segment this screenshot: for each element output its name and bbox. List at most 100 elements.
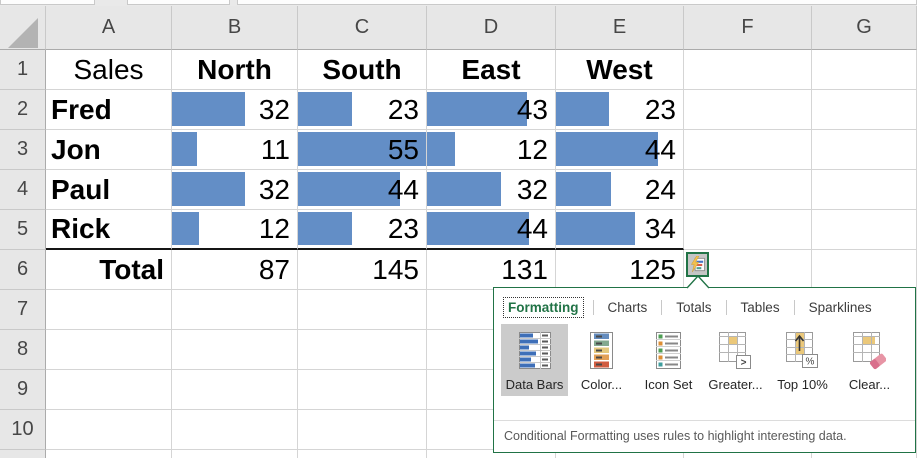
option-top-10-percent[interactable]: % Top 10% [769,324,836,396]
cell-b4[interactable]: 32 [172,170,298,210]
cell[interactable] [812,170,917,210]
cell[interactable] [684,210,812,250]
cell-a4[interactable]: Paul [46,170,172,210]
cell[interactable] [172,330,298,370]
cell-a5[interactable]: Rick [46,210,172,250]
option-clear-format[interactable]: Clear... [836,324,903,396]
cell-e4[interactable]: 24 [556,170,684,210]
cell-d6[interactable]: 131 [427,250,556,290]
row-header-11-partial[interactable] [0,450,46,458]
cell[interactable] [298,290,427,330]
cell[interactable] [46,370,172,410]
cell[interactable] [298,410,427,450]
cell-a6[interactable]: Total [46,250,172,290]
column-header-a[interactable]: A [46,6,172,50]
quick-analysis-button[interactable] [686,252,709,277]
tab-formatting[interactable]: Formatting [503,297,584,318]
option-label: Data Bars [505,377,564,392]
cell-c1[interactable]: South [298,50,427,90]
cell-d3[interactable]: 12 [427,130,556,170]
cell-e3[interactable]: 44 [556,130,684,170]
insert-function-area[interactable] [127,0,230,5]
column-header-b[interactable]: B [172,6,298,50]
column-header-e[interactable]: E [556,6,684,50]
row-header-10[interactable]: 10 [0,410,46,450]
column-header-c[interactable]: C [298,6,427,50]
row-header-7[interactable]: 7 [0,290,46,330]
data-bar [556,92,610,126]
column-header-g[interactable]: G [812,6,917,50]
option-label: Greater... [708,377,763,392]
tab-charts[interactable]: Charts [607,300,648,315]
cell-e1[interactable]: West [556,50,684,90]
cell-d2[interactable]: 43 [427,90,556,130]
cell[interactable] [172,290,298,330]
cell[interactable] [812,130,917,170]
cell[interactable] [172,410,298,450]
cell-c4[interactable]: 44 [298,170,427,210]
option-greater-than[interactable]: > Greater... [702,324,769,396]
row-header-6[interactable]: 6 [0,250,46,290]
tab-divider [661,300,663,315]
row-header-3[interactable]: 3 [0,130,46,170]
cell[interactable] [812,50,917,90]
row-header-1[interactable]: 1 [0,50,46,90]
cell-b2[interactable]: 32 [172,90,298,130]
data-bar [298,172,401,206]
cell[interactable] [684,90,812,130]
cell[interactable] [46,290,172,330]
cell-c2[interactable]: 23 [298,90,427,130]
quick-analysis-options: Data Bars Color... [494,317,915,396]
cell-a3[interactable]: Jon [46,130,172,170]
formula-bar[interactable] [237,0,917,5]
cell[interactable] [298,330,427,370]
option-label: Clear... [848,377,891,392]
cell[interactable] [684,50,812,90]
cell-d4[interactable]: 32 [427,170,556,210]
cell-c5[interactable]: 23 [298,210,427,250]
cell[interactable] [812,90,917,130]
tab-totals[interactable]: Totals [676,300,712,315]
cell-c3[interactable]: 55 [298,130,427,170]
row-header-8[interactable]: 8 [0,330,46,370]
option-color-scale[interactable]: Color... [568,324,635,396]
column-header-d[interactable]: D [427,6,556,50]
cell-c6[interactable]: 145 [298,250,427,290]
option-icon-set[interactable]: Icon Set [635,324,702,396]
cell-b3[interactable]: 11 [172,130,298,170]
tab-tables[interactable]: Tables [740,300,780,315]
cell-e6[interactable]: 125 [556,250,684,290]
cell [46,450,172,458]
cell-e2[interactable]: 23 [556,90,684,130]
row-header-5[interactable]: 5 [0,210,46,250]
cell-d5[interactable]: 44 [427,210,556,250]
row-header-2[interactable]: 2 [0,90,46,130]
cell-e5[interactable]: 34 [556,210,684,250]
cell-a1[interactable]: Sales [46,50,172,90]
cell[interactable] [812,250,917,290]
cell[interactable] [812,210,917,250]
row-header-4[interactable]: 4 [0,170,46,210]
cell[interactable] [684,130,812,170]
color-scale-icon [590,324,613,377]
cell-b1[interactable]: North [172,50,298,90]
option-data-bars[interactable]: Data Bars [501,324,568,396]
cell[interactable] [172,370,298,410]
svg-text:>: > [741,357,747,368]
column-header-f[interactable]: F [684,6,812,50]
cell[interactable] [46,330,172,370]
quick-analysis-icon [690,256,706,273]
cell-b6[interactable]: 87 [172,250,298,290]
row-header-9[interactable]: 9 [0,370,46,410]
cell[interactable] [298,370,427,410]
name-box[interactable] [0,0,95,5]
select-all-button[interactable] [0,6,46,50]
cell-b5[interactable]: 12 [172,210,298,250]
cell[interactable] [46,410,172,450]
tab-sparklines[interactable]: Sparklines [808,300,872,315]
cell[interactable] [684,170,812,210]
cell-d1[interactable]: East [427,50,556,90]
data-bar [298,132,426,166]
cell-a2[interactable]: Fred [46,90,172,130]
